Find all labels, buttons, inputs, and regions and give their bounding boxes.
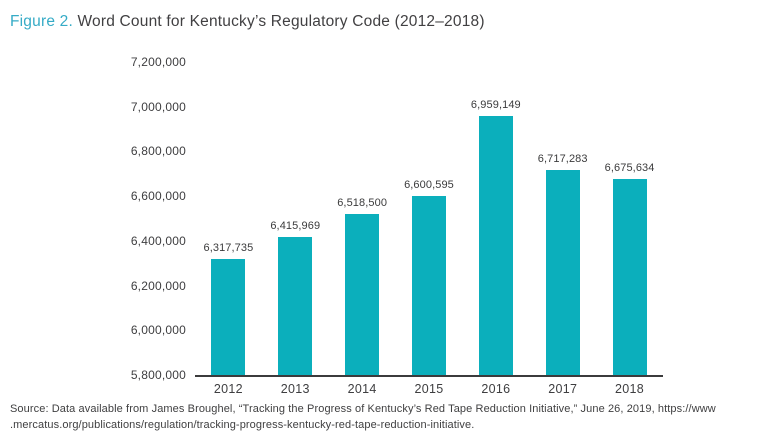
x-axis-label: 2015 <box>414 382 444 396</box>
page-title: Figure 2. Word Count for Kentucky’s Regu… <box>10 13 485 31</box>
y-axis-label: 5,800,000 <box>130 368 186 382</box>
x-axis-label: 2017 <box>548 382 578 396</box>
source-note: Source: Data available from James Brough… <box>10 402 716 433</box>
x-axis-label: 2018 <box>615 382 645 396</box>
y-axis-label: 6,000,000 <box>130 323 186 338</box>
x-axis-label: 2012 <box>213 382 243 396</box>
y-axis-label: 7,200,000 <box>130 55 186 69</box>
y-axis-label: 6,200,000 <box>130 278 186 293</box>
source-line-2: .mercatus.org/publications/regulation/tr… <box>10 418 475 431</box>
x-axis-label: 2013 <box>280 382 310 396</box>
bar-value-label: 6,415,969 <box>270 220 321 233</box>
bar-2012 <box>211 259 246 375</box>
bar-value-label: 6,717,283 <box>537 152 588 165</box>
bar-value-label: 6,518,500 <box>337 197 388 210</box>
y-axis-label: 6,600,000 <box>130 189 186 204</box>
x-axis-label: 2016 <box>481 382 511 396</box>
x-axis-label: 2014 <box>347 382 377 396</box>
bar-2016 <box>478 115 513 375</box>
x-axis-line <box>195 375 663 377</box>
y-axis-label: 6,400,000 <box>130 233 186 248</box>
figure-number-label: Figure 2. <box>10 13 73 30</box>
bar-value-label: 6,600,595 <box>404 179 454 191</box>
bar-2013 <box>278 237 313 375</box>
bar-value-label: 6,317,735 <box>203 242 254 255</box>
figure-title-text: Word Count for Kentucky’s Regulatory Cod… <box>72 13 485 30</box>
bar-2014 <box>345 214 380 375</box>
bar-value-label: 6,959,149 <box>470 98 521 111</box>
source-line-1: Source: Data available from James Brough… <box>10 403 716 415</box>
bar-2017 <box>545 169 580 375</box>
bar-2018 <box>612 179 647 375</box>
bar-value-label: 6,675,634 <box>604 162 655 175</box>
y-axis-label: 6,800,000 <box>130 144 186 159</box>
y-axis-label: 7,000,000 <box>130 99 186 114</box>
bar-2015 <box>412 196 446 375</box>
